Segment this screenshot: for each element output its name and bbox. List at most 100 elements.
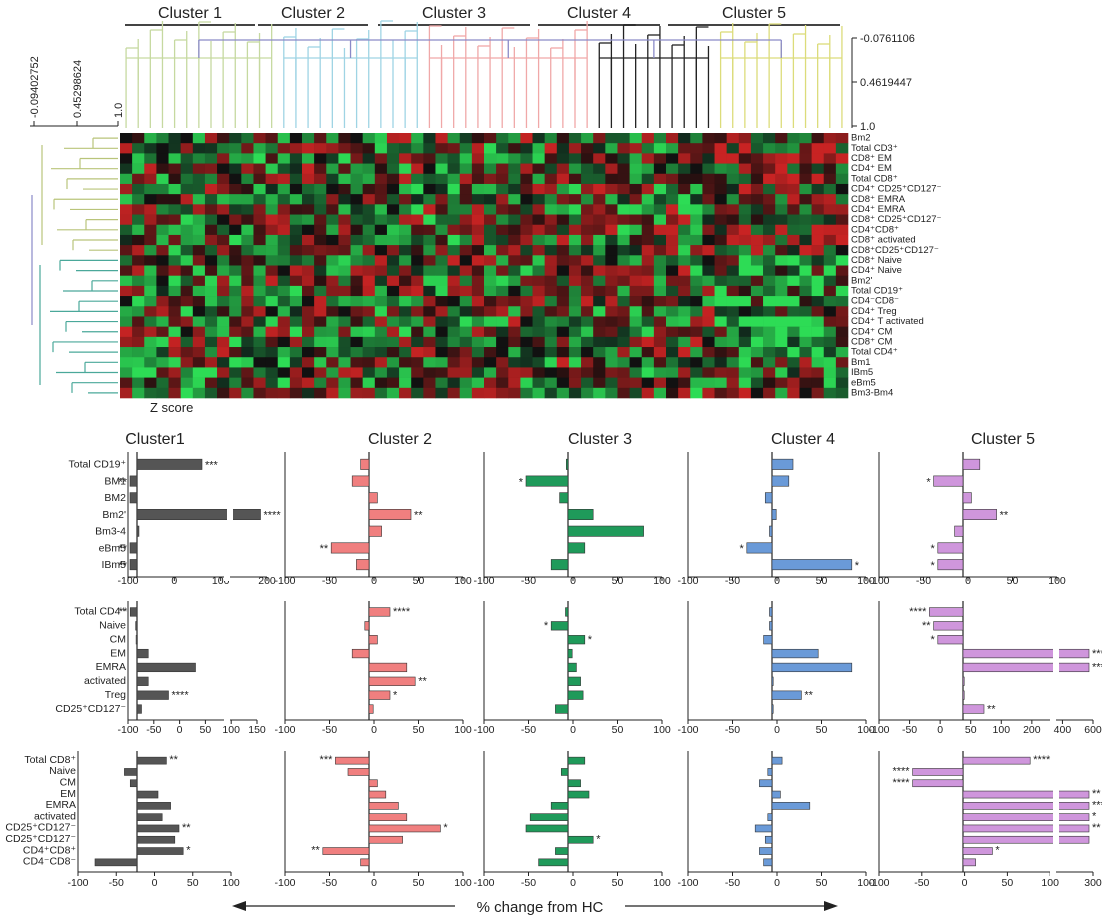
x-tick-label: 0 — [965, 575, 971, 587]
heatmap-cell — [168, 163, 181, 175]
heatmap-cell — [544, 285, 558, 297]
heatmap-cell — [641, 316, 655, 327]
heatmap-cell — [823, 357, 837, 368]
heatmap-cell — [726, 255, 740, 266]
heatmap-cell — [666, 204, 679, 215]
heatmap-cell — [799, 285, 812, 297]
heatmap-cell — [653, 234, 667, 246]
x-tick-label: -100 — [677, 724, 698, 736]
heatmap-cell — [350, 214, 363, 226]
heatmap-cell — [399, 347, 412, 358]
heatmap-cell — [265, 204, 279, 215]
heatmap-cell — [508, 285, 521, 297]
heatmap-cell — [277, 357, 291, 368]
heatmap-cell — [192, 173, 206, 185]
heatmap-cell — [484, 316, 497, 327]
heatmap-cell — [750, 204, 764, 215]
heatmap-cell — [593, 296, 606, 307]
heatmap-cell — [423, 204, 436, 215]
x-tick-label: -50 — [322, 877, 337, 889]
heatmap-cell — [593, 234, 606, 246]
heatmap-cell — [544, 367, 558, 378]
heatmap-cell — [411, 234, 424, 246]
heatmap-cell — [653, 224, 667, 236]
heatmap-cell — [132, 224, 145, 236]
heatmap-cell — [641, 387, 655, 399]
heatmap-cell — [423, 275, 436, 287]
heatmap-cell — [568, 316, 582, 327]
heatmap-cell — [678, 133, 691, 144]
heatmap-cell — [229, 336, 242, 348]
heatmap-cell — [605, 173, 618, 185]
heatmap-cell — [811, 245, 825, 256]
heatmap-cell — [423, 173, 436, 185]
heatmap-cell — [399, 204, 412, 215]
category-label: BM2 — [104, 492, 126, 504]
heatmap-cell — [787, 133, 800, 144]
heatmap-cell — [835, 133, 849, 144]
heatmap-cell — [156, 163, 169, 175]
heatmap-cell — [605, 296, 618, 307]
heatmap-cell — [423, 133, 436, 144]
heatmap-cell — [144, 357, 157, 368]
heatmap-cell — [399, 357, 412, 368]
heatmap-cell — [787, 224, 800, 236]
heatmap-cell — [289, 234, 303, 246]
heatmap-cell — [386, 143, 400, 154]
heatmap-cell — [192, 275, 206, 287]
heatmap-cell — [702, 387, 715, 399]
bar — [360, 458, 370, 470]
heatmap-cell — [265, 194, 279, 205]
heatmap-cell — [132, 377, 145, 389]
heatmap-cell — [144, 265, 157, 276]
heatmap-cell — [168, 306, 181, 317]
heatmap-cell — [629, 204, 643, 215]
significance-label: * — [926, 476, 931, 488]
heatmap-cell — [435, 173, 448, 185]
heatmap-cell — [556, 204, 570, 215]
heatmap-cell — [350, 133, 363, 144]
heatmap-cell — [593, 306, 606, 317]
heatmap-cell — [447, 285, 461, 297]
heatmap-cell — [253, 275, 266, 287]
heatmap-cell — [265, 387, 279, 399]
heatmap-cell — [277, 173, 291, 185]
heatmap-cell — [605, 234, 618, 246]
heatmap-cell — [568, 214, 582, 226]
heatmap-cell — [180, 357, 194, 368]
heatmap-cell — [496, 336, 509, 348]
heatmap-cell — [484, 285, 497, 297]
heatmap-cell — [763, 255, 776, 266]
x-tick-label: 50 — [612, 575, 624, 587]
heatmap-cell — [289, 133, 303, 144]
heatmap-cell — [641, 245, 655, 256]
heatmap-cell — [386, 214, 400, 226]
heatmap-cell — [763, 133, 776, 144]
heatmap-cell — [289, 336, 303, 348]
heatmap-cell — [726, 336, 740, 348]
heatmap-cell — [120, 224, 133, 236]
bar — [136, 813, 163, 821]
heatmap-cell — [811, 204, 825, 215]
panel-title: Cluster1 — [125, 431, 185, 448]
heatmap-cell — [581, 173, 594, 185]
heatmap-cell — [386, 357, 400, 368]
heatmap-cell — [217, 377, 230, 389]
heatmap-cell — [738, 296, 752, 307]
heatmap-cell — [362, 204, 376, 215]
heatmap-cell — [702, 367, 715, 378]
heatmap-cell — [775, 143, 788, 154]
heatmap-cell — [641, 265, 655, 276]
x-tick-label: -50 — [725, 877, 740, 889]
heatmap-cell — [690, 265, 703, 276]
significance-label: **** — [264, 510, 282, 522]
significance-label: * — [740, 543, 745, 555]
heatmap-cell — [217, 183, 230, 195]
heatmap-cell — [144, 275, 157, 287]
heatmap-cell — [726, 214, 740, 226]
heatmap-cell — [520, 306, 533, 317]
heatmap-cell — [132, 194, 145, 205]
significance-label: ** — [1092, 788, 1101, 800]
heatmap-cell — [277, 194, 291, 205]
heatmap-cell — [556, 357, 570, 368]
